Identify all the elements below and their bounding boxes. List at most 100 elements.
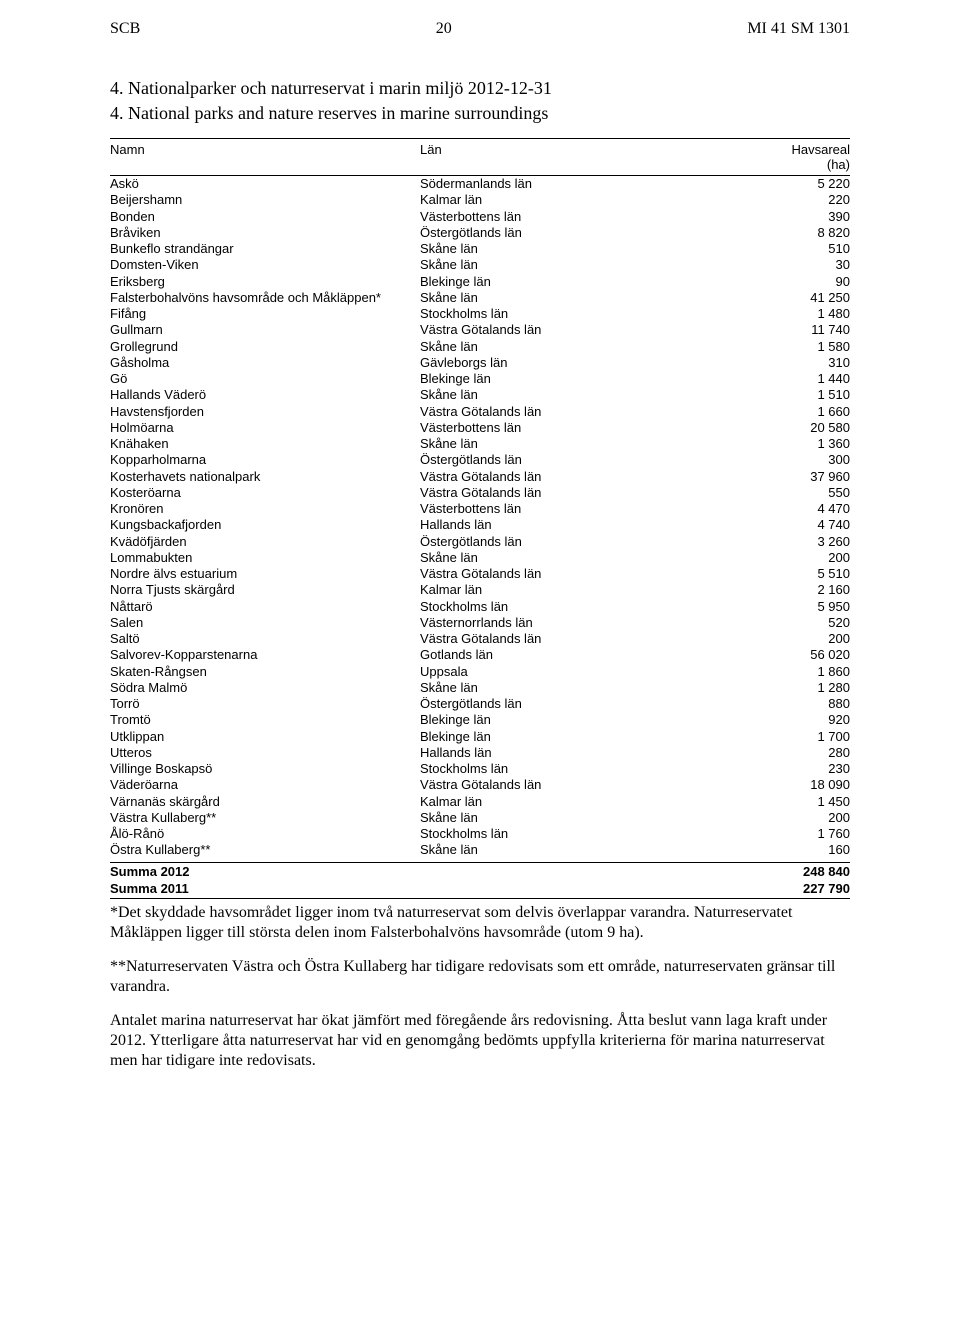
table-row: KosteröarnaVästra Götalands län550 [110,485,850,501]
cell-havsareal: 280 [690,745,850,761]
table-total-row: Summa 2012248 840 [110,863,850,881]
cell-havsareal: 200 [690,550,850,566]
cell-lan: Kalmar län [420,192,690,208]
cell-havsareal: 41 250 [690,290,850,306]
cell-havsareal: 300 [690,452,850,468]
table-row: Domsten-VikenSkåne län30 [110,257,850,273]
cell-name: Lommabukten [110,550,420,566]
cell-havsareal: 8 820 [690,225,850,241]
cell-lan: Skåne län [420,550,690,566]
cell-name: Askö [110,176,420,192]
title-swedish: 4. Nationalparker och naturreservat i ma… [110,78,850,99]
table-row: HolmöarnaVästerbottens län20 580 [110,420,850,436]
cell-lan: Stockholms län [420,761,690,777]
cell-havsareal: 220 [690,192,850,208]
cell-name: Gö [110,371,420,387]
cell-name: Falsterbohalvöns havsområde och Måkläppe… [110,290,420,306]
cell-havsareal: 2 160 [690,582,850,598]
cell-name: Salvorev-Kopparstenarna [110,647,420,663]
cell-havsareal: 4 470 [690,501,850,517]
cell-lan: Västerbottens län [420,501,690,517]
cell-havsareal: 56 020 [690,647,850,663]
cell-havsareal: 1 660 [690,404,850,420]
cell-name: Väderöarna [110,777,420,793]
table-row: BeijershamnKalmar län220 [110,192,850,208]
cell-lan: Hallands län [420,745,690,761]
cell-lan: Skåne län [420,257,690,273]
cell-lan: Västra Götalands län [420,485,690,501]
cell-name: Utklippan [110,729,420,745]
cell-name: Ålö-Rånö [110,826,420,842]
table-footer: Summa 2012248 840Summa 2011227 790 [110,862,850,899]
table-total-row: Summa 2011227 790 [110,880,850,898]
cell-havsareal: 1 360 [690,436,850,452]
cell-lan: Skåne län [420,680,690,696]
total-label: Summa 2012 [110,863,420,881]
table-row: KnähakenSkåne län1 360 [110,436,850,452]
cell-name: Domsten-Viken [110,257,420,273]
table-row: KungsbackafjordenHallands län4 740 [110,517,850,533]
cell-havsareal: 1 700 [690,729,850,745]
cell-name: Norra Tjusts skärgård [110,582,420,598]
marine-reserves-table: Namn Län Havsareal (ha) AsköSödermanland… [110,138,850,899]
col-header-havsareal-line2: (ha) [690,157,850,172]
cell-lan: Södermanlands län [420,176,690,192]
cell-havsareal: 4 740 [690,517,850,533]
cell-name: Gåsholma [110,355,420,371]
cell-havsareal: 200 [690,810,850,826]
cell-lan: Västernorrlands län [420,615,690,631]
cell-lan: Västra Götalands län [420,322,690,338]
cell-havsareal: 310 [690,355,850,371]
cell-lan: Blekinge län [420,729,690,745]
cell-havsareal: 160 [690,842,850,858]
cell-name: Knähaken [110,436,420,452]
cell-lan: Östergötlands län [420,534,690,550]
cell-name: Torrö [110,696,420,712]
table-row: Värnanäs skärgårdKalmar län1 450 [110,794,850,810]
cell-name: Holmöarna [110,420,420,436]
cell-name: Gullmarn [110,322,420,338]
cell-havsareal: 1 580 [690,339,850,355]
table-row: FifångStockholms län1 480 [110,306,850,322]
cell-lan: Skåne län [420,339,690,355]
title-english: 4. National parks and nature reserves in… [110,103,850,124]
header-right: MI 41 SM 1301 [747,20,850,38]
cell-lan: Blekinge län [420,371,690,387]
cell-lan: Västerbottens län [420,209,690,225]
cell-name: Grollegrund [110,339,420,355]
cell-lan: Skåne län [420,842,690,858]
header-page-number: 20 [436,20,452,38]
table-row: Västra Kullaberg**Skåne län200 [110,810,850,826]
cell-havsareal: 1 860 [690,664,850,680]
cell-havsareal: 37 960 [690,469,850,485]
col-header-lan: Län [420,142,690,172]
cell-lan: Stockholms län [420,306,690,322]
cell-lan: Västra Götalands län [420,777,690,793]
table-row: LommabuktenSkåne län200 [110,550,850,566]
table-row: SaltöVästra Götalands län200 [110,631,850,647]
table-row: UtterosHallands län280 [110,745,850,761]
cell-name: Salen [110,615,420,631]
cell-havsareal: 90 [690,274,850,290]
table-body-rows: AsköSödermanlands län5 220BeijershamnKal… [110,176,850,859]
cell-name: Beijershamn [110,192,420,208]
table-row: UtklippanBlekinge län1 700 [110,729,850,745]
cell-name: Saltö [110,631,420,647]
table-row: Falsterbohalvöns havsområde och Måkläppe… [110,290,850,306]
cell-havsareal: 11 740 [690,322,850,338]
cell-lan: Blekinge län [420,274,690,290]
cell-name: Hallands Väderö [110,387,420,403]
cell-name: Östra Kullaberg** [110,842,420,858]
cell-name: Tromtö [110,712,420,728]
cell-lan: Stockholms län [420,826,690,842]
cell-name: Bonden [110,209,420,225]
table-row: GullmarnVästra Götalands län11 740 [110,322,850,338]
table-row: Norra Tjusts skärgårdKalmar län2 160 [110,582,850,598]
cell-name: Havstensfjorden [110,404,420,420]
table-row: BondenVästerbottens län390 [110,209,850,225]
col-header-havsareal: Havsareal (ha) [690,142,850,172]
cell-havsareal: 390 [690,209,850,225]
table-row: KopparholmarnaÖstergötlands län300 [110,452,850,468]
cell-havsareal: 1 510 [690,387,850,403]
table-row: Östra Kullaberg**Skåne län160 [110,842,850,858]
